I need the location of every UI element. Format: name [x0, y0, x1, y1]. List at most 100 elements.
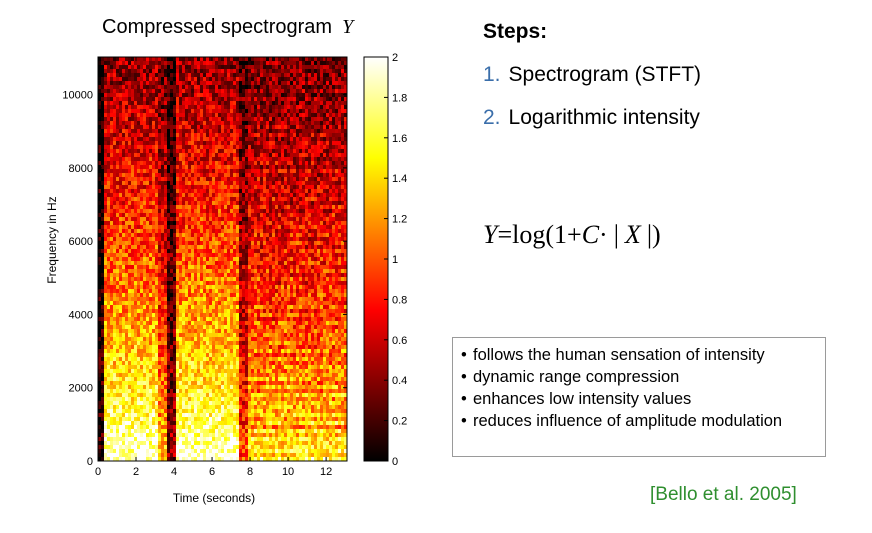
heatmap-cell	[230, 137, 234, 142]
heatmap-cell	[125, 345, 129, 350]
heatmap-cell	[227, 349, 231, 354]
heatmap-cell	[224, 173, 228, 178]
heatmap-cell	[188, 301, 192, 306]
heatmap-cell	[152, 129, 156, 134]
heatmap-cell	[188, 105, 192, 110]
heatmap-cell	[215, 117, 219, 122]
heatmap-cell	[113, 57, 117, 62]
heatmap-cell	[206, 193, 210, 198]
heatmap-cell	[170, 149, 174, 154]
heatmap-cell	[200, 197, 204, 202]
heatmap-cell	[164, 289, 168, 294]
heatmap-cell	[170, 281, 174, 286]
heatmap-cell	[131, 341, 135, 346]
heatmap-cell	[167, 201, 171, 206]
heatmap-cell	[167, 373, 171, 378]
heatmap-cell	[206, 345, 210, 350]
heatmap-cell	[107, 309, 111, 314]
heatmap-cell	[101, 381, 105, 386]
heatmap-cell	[197, 429, 201, 434]
heatmap-cell	[140, 433, 144, 438]
heatmap-cell	[167, 225, 171, 230]
heatmap-cell	[128, 445, 132, 450]
heatmap-cell	[221, 385, 225, 390]
heatmap-cell	[230, 317, 234, 322]
heatmap-cell	[221, 357, 225, 362]
heatmap-cell	[230, 109, 234, 114]
heatmap-cell	[224, 261, 228, 266]
heatmap-cell	[185, 221, 189, 226]
heatmap-cell	[212, 373, 216, 378]
heatmap-cell	[170, 373, 174, 378]
heatmap-cell	[143, 233, 147, 238]
heatmap-cell	[137, 173, 141, 178]
heatmap-cell	[101, 393, 105, 398]
heatmap-cell	[104, 57, 108, 62]
heatmap-cell	[119, 141, 123, 146]
heatmap-cell	[122, 453, 126, 458]
heatmap-cell	[110, 117, 114, 122]
heatmap-cell	[206, 425, 210, 430]
heatmap-cell	[113, 249, 117, 254]
heatmap-cell	[182, 197, 186, 202]
heatmap-cell	[188, 173, 192, 178]
heatmap-cell	[164, 433, 168, 438]
heatmap-cell	[197, 237, 201, 242]
heatmap-cell	[146, 153, 150, 158]
heatmap-cell	[116, 109, 120, 114]
heatmap-cell	[155, 457, 159, 461]
heatmap-cell	[107, 317, 111, 322]
heatmap-cell	[101, 89, 105, 94]
heatmap-cell	[224, 117, 228, 122]
heatmap-cell	[206, 293, 210, 298]
heatmap-cell	[158, 361, 162, 366]
heatmap-cell	[125, 361, 129, 366]
heatmap-cell	[245, 205, 249, 210]
heatmap-cell	[182, 329, 186, 334]
heatmap-cell	[146, 173, 150, 178]
heatmap-cell	[239, 225, 243, 230]
heatmap-cell	[113, 93, 117, 98]
heatmap-cell	[242, 429, 246, 434]
heatmap-cell	[122, 245, 126, 250]
heatmap-cell	[212, 369, 216, 374]
heatmap-cell	[203, 333, 207, 338]
heatmap-cell	[122, 193, 126, 198]
heatmap-cell	[119, 265, 123, 270]
heatmap-cell	[239, 217, 243, 222]
heatmap-cell	[155, 349, 159, 354]
heatmap-cell	[149, 413, 153, 418]
heatmap-cell	[233, 193, 237, 198]
heatmap-cell	[218, 277, 222, 282]
heatmap-cell	[137, 129, 141, 134]
heatmap-cell	[206, 137, 210, 142]
heatmap-cell	[155, 193, 159, 198]
heatmap-cell	[236, 129, 240, 134]
heatmap-cell	[137, 397, 141, 402]
heatmap-cell	[203, 129, 207, 134]
heatmap-cell	[188, 337, 192, 342]
heatmap-cell	[131, 385, 135, 390]
heatmap-cell	[194, 257, 198, 262]
heatmap-cell	[110, 433, 114, 438]
heatmap-cell	[161, 445, 165, 450]
heatmap-cell	[191, 437, 195, 442]
heatmap-cell	[230, 357, 234, 362]
heatmap-cell	[239, 377, 243, 382]
heatmap-cell	[179, 425, 183, 430]
heatmap-cell	[179, 357, 183, 362]
heatmap-cell	[227, 325, 231, 330]
heatmap-cell	[107, 457, 111, 461]
heatmap-cell	[206, 349, 210, 354]
heatmap-cell	[140, 253, 144, 258]
heatmap-cell	[206, 317, 210, 322]
heatmap-cell	[173, 201, 177, 206]
heatmap-cell	[230, 373, 234, 378]
heatmap-cell	[122, 305, 126, 310]
heatmap-cell	[173, 81, 177, 86]
heatmap-cell	[221, 253, 225, 258]
heatmap-cell	[107, 449, 111, 454]
heatmap-cell	[185, 321, 189, 326]
heatmap-cell	[146, 121, 150, 126]
heatmap-cell	[98, 217, 102, 222]
